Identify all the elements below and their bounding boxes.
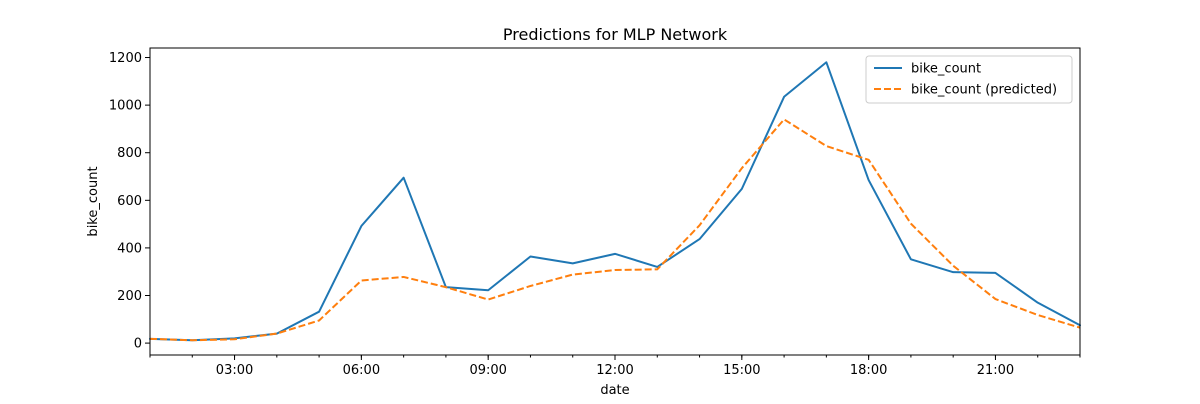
x-tick-label: 21:00 bbox=[977, 363, 1014, 378]
y-axis-label: bike_count bbox=[86, 166, 101, 236]
series-line-1 bbox=[149, 118, 1081, 342]
legend-box bbox=[865, 55, 1073, 104]
y-tick-label: 600 bbox=[117, 194, 142, 209]
x-axis-label: date bbox=[600, 383, 629, 398]
y-tick-label: 1000 bbox=[109, 99, 142, 114]
x-tick-label: 03:00 bbox=[216, 363, 253, 378]
y-tick-label: 1200 bbox=[109, 51, 142, 66]
x-tick-label: 06:00 bbox=[343, 363, 380, 378]
series-layer bbox=[149, 61, 1081, 342]
legend: bike_count bike_count (predicted) bbox=[865, 55, 1073, 104]
series-line-0 bbox=[149, 61, 1081, 342]
x-tick-label: 09:00 bbox=[469, 363, 506, 378]
y-tick-label: 200 bbox=[117, 289, 142, 304]
chart-title: Predictions for MLP Network bbox=[503, 25, 728, 44]
x-tick-label: 18:00 bbox=[850, 363, 887, 378]
ticks-layer: 03:00 06:00 09:00 12:00 15:00 18:00 21:00 0 200 4… bbox=[109, 51, 1081, 378]
y-tick-label: 800 bbox=[117, 146, 142, 161]
y-tick-label: 0 bbox=[134, 337, 142, 352]
legend-label-0: bike_count bbox=[911, 62, 981, 77]
y-tick-label: 400 bbox=[117, 241, 142, 256]
legend-label-1: bike_count (predicted) bbox=[911, 83, 1057, 98]
x-tick-label: 15:00 bbox=[723, 363, 760, 378]
x-tick-label: 12:00 bbox=[596, 363, 633, 378]
